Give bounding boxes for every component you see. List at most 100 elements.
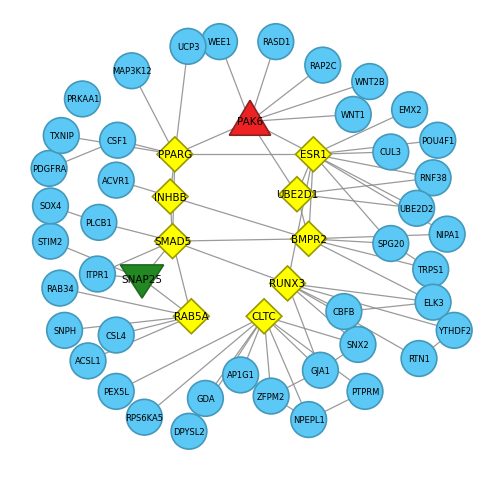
Circle shape <box>305 48 340 84</box>
Polygon shape <box>296 138 331 172</box>
Circle shape <box>44 119 79 154</box>
Text: TXNIP: TXNIP <box>49 132 74 141</box>
Circle shape <box>399 191 434 226</box>
Polygon shape <box>230 101 270 136</box>
Text: WNT1: WNT1 <box>341 111 365 120</box>
Circle shape <box>373 135 408 170</box>
Circle shape <box>126 400 162 435</box>
Circle shape <box>98 163 134 199</box>
Text: NPEPL1: NPEPL1 <box>293 415 324 424</box>
Text: CBFB: CBFB <box>332 307 355 316</box>
Circle shape <box>202 25 237 61</box>
Circle shape <box>98 318 134 353</box>
Circle shape <box>100 123 136 159</box>
Text: SOX4: SOX4 <box>40 202 62 211</box>
Circle shape <box>430 217 465 252</box>
Polygon shape <box>246 299 282 334</box>
Text: AP1G1: AP1G1 <box>226 371 254 380</box>
Circle shape <box>258 25 294 61</box>
Circle shape <box>42 271 78 306</box>
Circle shape <box>114 54 150 89</box>
Circle shape <box>302 353 338 388</box>
Text: CSL4: CSL4 <box>106 331 126 340</box>
Circle shape <box>170 29 206 65</box>
Circle shape <box>420 123 456 159</box>
Circle shape <box>254 379 289 414</box>
Polygon shape <box>291 222 326 257</box>
Text: PRKAA1: PRKAA1 <box>66 95 99 104</box>
Text: DPYSL2: DPYSL2 <box>173 427 205 436</box>
Text: GDA: GDA <box>196 394 214 403</box>
Circle shape <box>347 374 383 409</box>
Text: RTN1: RTN1 <box>408 354 430 363</box>
Text: ESR1: ESR1 <box>300 150 327 160</box>
Text: EMX2: EMX2 <box>398 106 421 115</box>
Circle shape <box>46 313 82 348</box>
Text: RAP2C: RAP2C <box>309 61 336 70</box>
Text: YTHDF2: YTHDF2 <box>438 326 470 335</box>
Text: ACVR1: ACVR1 <box>102 176 130 185</box>
Text: RASD1: RASD1 <box>262 38 290 47</box>
Text: WNT2B: WNT2B <box>354 78 385 87</box>
Circle shape <box>32 189 68 224</box>
Circle shape <box>415 285 451 320</box>
Polygon shape <box>270 266 306 301</box>
Circle shape <box>413 252 448 287</box>
Circle shape <box>392 93 428 128</box>
Text: PTPRM: PTPRM <box>351 387 379 396</box>
Text: PDGFRA: PDGFRA <box>32 164 66 174</box>
Text: STIM2: STIM2 <box>38 237 63 246</box>
Text: UCP3: UCP3 <box>177 43 200 52</box>
Circle shape <box>188 381 223 416</box>
Circle shape <box>436 313 472 348</box>
Text: RUNX3: RUNX3 <box>270 279 306 289</box>
Text: MAP3K12: MAP3K12 <box>112 67 152 76</box>
Text: SNAP25: SNAP25 <box>122 274 162 284</box>
Circle shape <box>352 64 388 100</box>
Circle shape <box>340 327 376 363</box>
Text: SMAD5: SMAD5 <box>154 237 191 246</box>
Circle shape <box>373 226 408 262</box>
Text: POU4F1: POU4F1 <box>421 137 454 145</box>
Text: CLTC: CLTC <box>252 312 276 322</box>
Text: BMPR2: BMPR2 <box>290 234 326 244</box>
Text: INHBB: INHBB <box>154 192 186 202</box>
Text: SPG20: SPG20 <box>377 240 404 248</box>
Circle shape <box>401 341 437 377</box>
Text: RAB5A: RAB5A <box>174 312 208 322</box>
Circle shape <box>98 374 134 409</box>
Circle shape <box>81 205 116 241</box>
Polygon shape <box>120 265 164 298</box>
Circle shape <box>336 98 371 133</box>
Text: GJA1: GJA1 <box>310 366 330 375</box>
Polygon shape <box>154 224 190 259</box>
Circle shape <box>80 257 116 292</box>
Text: PAK6: PAK6 <box>237 117 263 127</box>
Circle shape <box>223 357 258 393</box>
Polygon shape <box>157 138 192 172</box>
Circle shape <box>32 224 68 260</box>
Text: ITPR1: ITPR1 <box>86 270 110 279</box>
Text: NIPA1: NIPA1 <box>435 230 460 239</box>
Text: PEX5L: PEX5L <box>103 387 129 396</box>
Text: CUL3: CUL3 <box>380 148 402 157</box>
Circle shape <box>31 151 67 187</box>
Text: UBE2D2: UBE2D2 <box>400 204 434 213</box>
Circle shape <box>326 294 362 330</box>
Text: SNX2: SNX2 <box>346 340 370 349</box>
Circle shape <box>64 82 100 118</box>
Text: ELK3: ELK3 <box>422 298 444 307</box>
Polygon shape <box>152 180 188 215</box>
Text: WEE1: WEE1 <box>208 38 232 47</box>
Text: RAB34: RAB34 <box>46 284 74 293</box>
Text: RPS6KA5: RPS6KA5 <box>126 413 164 422</box>
Text: PPARG: PPARG <box>158 150 192 160</box>
Circle shape <box>70 344 106 379</box>
Text: PLCB1: PLCB1 <box>86 219 112 227</box>
Text: ZFPM2: ZFPM2 <box>257 392 285 401</box>
Text: UBE2D1: UBE2D1 <box>276 190 318 200</box>
Circle shape <box>171 414 207 449</box>
Polygon shape <box>279 178 315 212</box>
Text: CSF1: CSF1 <box>107 137 128 145</box>
Polygon shape <box>174 299 209 334</box>
